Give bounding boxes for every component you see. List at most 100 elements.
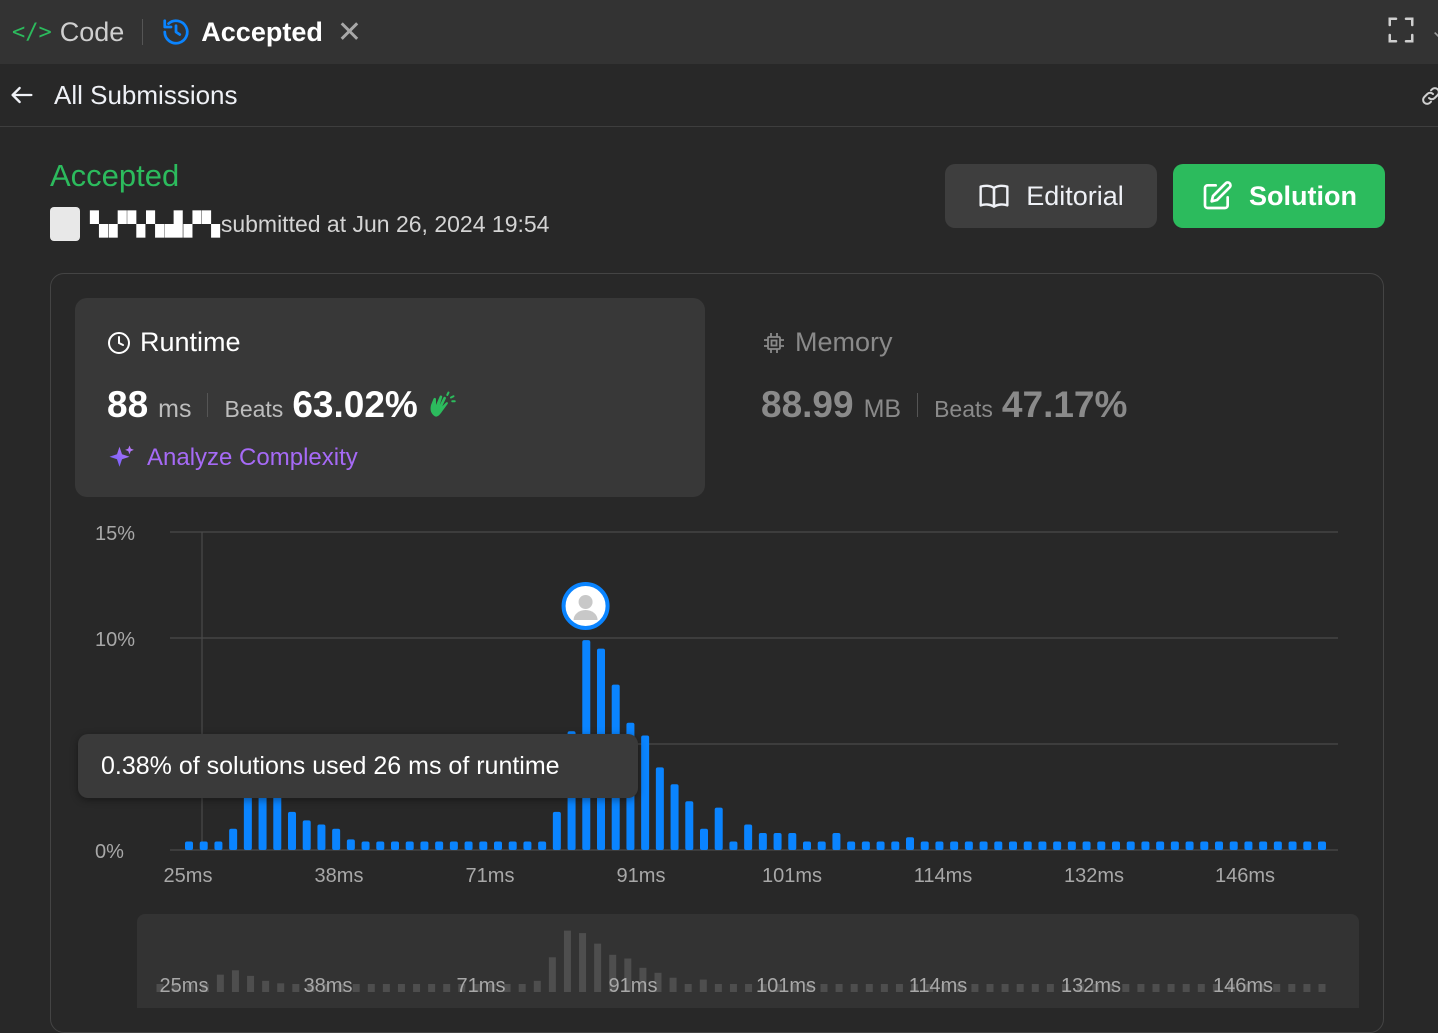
solution-button[interactable]: Solution: [1173, 164, 1385, 228]
overview-bar: [1031, 984, 1039, 992]
tab-code[interactable]: </> Code: [0, 0, 136, 64]
overview-bar: [548, 957, 556, 992]
overview-bar: [775, 984, 783, 992]
memory-metric[interactable]: 88.99 MB Beats 47.17%: [761, 384, 1127, 426]
chart-bar: [420, 841, 429, 850]
runtime-label: Runtime: [140, 327, 241, 357]
overview-bar: [156, 984, 164, 992]
overview-bar: [1107, 984, 1115, 992]
chart-bar: [876, 841, 885, 850]
analyze-complexity-link[interactable]: Analyze Complexity: [107, 443, 358, 473]
chart-bar: [685, 801, 694, 850]
avatar[interactable]: [50, 207, 80, 241]
chart-bar: [1259, 841, 1268, 850]
memory-heading[interactable]: Memory: [762, 327, 893, 358]
fullscreen-icon[interactable]: [1386, 15, 1416, 45]
chart-bar: [950, 841, 959, 850]
overview-bar: [1258, 984, 1266, 992]
user-avatar-body: [573, 610, 598, 620]
chart-bar: [994, 841, 1003, 850]
back-arrow-icon[interactable]: [8, 81, 36, 109]
editorial-label: Editorial: [1026, 180, 1124, 211]
runtime-unit: ms: [158, 395, 192, 423]
all-submissions-link[interactable]: All Submissions: [54, 79, 238, 110]
submission-status: Accepted: [50, 158, 180, 193]
overview-bar: [352, 984, 360, 992]
chart-bar: [891, 841, 900, 850]
overview-bar: [367, 984, 375, 992]
chart-bar: [641, 735, 650, 850]
x-tick-label: 71ms: [466, 865, 515, 887]
chart-bar: [494, 841, 502, 850]
overview-bar: [926, 984, 934, 992]
overview-bar: [1182, 984, 1190, 992]
chart-bar: [1200, 841, 1209, 850]
chart-bar: [1215, 841, 1223, 850]
chart-bar: [317, 824, 326, 850]
overview-bar: [911, 984, 919, 992]
overview-tick-label: 114ms: [909, 975, 968, 997]
overview-bar: [609, 954, 617, 992]
chart-bar: [788, 833, 797, 850]
chart-bar: [1009, 841, 1017, 850]
metric-divider: [207, 393, 209, 417]
more-options-icon[interactable]: ⌄: [1430, 18, 1438, 42]
overview-bar: [186, 984, 194, 992]
chart-bar: [229, 828, 238, 850]
chart-bar: [552, 811, 561, 850]
chart-bar: [964, 841, 973, 850]
overview-bar: [397, 984, 405, 992]
overview-bar: [986, 984, 994, 992]
code-icon: </>: [12, 19, 52, 45]
overview-bar: [1152, 984, 1160, 992]
runtime-metric: 88 ms Beats 63.02%: [107, 384, 456, 426]
overview-bar: [518, 984, 526, 992]
tab-code-label: Code: [59, 16, 125, 47]
runtime-beats-label: Beats: [224, 396, 284, 422]
submission-meta: ▚▞▚▚▟▞▚ submitted at Jun 26, 2024 19:54: [50, 207, 549, 241]
chart-bar: [714, 807, 723, 850]
overview-bar: [654, 972, 662, 992]
memory-value: 88.99: [761, 384, 854, 425]
memory-label: Memory: [795, 327, 893, 357]
chart-tooltip: 0.38% of solutions used 26 ms of runtime: [78, 734, 638, 798]
chart-overview-strip[interactable]: [137, 914, 1359, 1008]
overview-bar: [820, 984, 828, 992]
overview-bar: [684, 984, 692, 992]
x-tick-label: 114ms: [914, 865, 973, 887]
overview-bar: [262, 980, 270, 992]
overview-bar: [1197, 984, 1205, 992]
overview-bar: [1122, 984, 1130, 992]
clapping-hands-icon: [430, 391, 456, 417]
chart-bar: [1038, 841, 1047, 850]
overview-bar: [1137, 984, 1145, 992]
runtime-card[interactable]: [75, 298, 705, 497]
chart-bar: [288, 811, 296, 850]
chart-bar: [906, 837, 914, 850]
editorial-button[interactable]: Editorial: [945, 164, 1157, 228]
username[interactable]: ▚▞▚▚▟▞▚: [90, 210, 221, 237]
chart-bar: [361, 841, 370, 850]
chart-bar: [1141, 841, 1150, 850]
runtime-beats-value: 63.02%: [292, 384, 418, 425]
chart-bar: [538, 841, 547, 850]
link-icon[interactable]: [1418, 84, 1438, 108]
close-icon[interactable]: ✕: [336, 15, 362, 49]
chart-bar: [729, 841, 738, 850]
overview-bar: [956, 984, 964, 992]
chart-bar: [655, 767, 664, 850]
chart-bar: [1273, 841, 1282, 850]
chart-bar: [1170, 841, 1179, 850]
tab-accepted[interactable]: Accepted ✕: [149, 0, 374, 64]
x-tick-label: 146ms: [1215, 865, 1275, 887]
chart-bar: [523, 841, 532, 850]
x-tick-label: 132ms: [1064, 865, 1124, 887]
runtime-heading: Runtime: [107, 327, 241, 358]
overview-bar: [1001, 984, 1009, 992]
chart-bar: [1097, 841, 1106, 850]
top-tab-bar: </> Code Accepted ✕ ⌄: [0, 0, 1438, 64]
overview-bar: [760, 984, 768, 992]
overview-bar: [443, 984, 451, 992]
overview-bar: [1077, 984, 1085, 992]
book-icon: [979, 184, 1009, 208]
